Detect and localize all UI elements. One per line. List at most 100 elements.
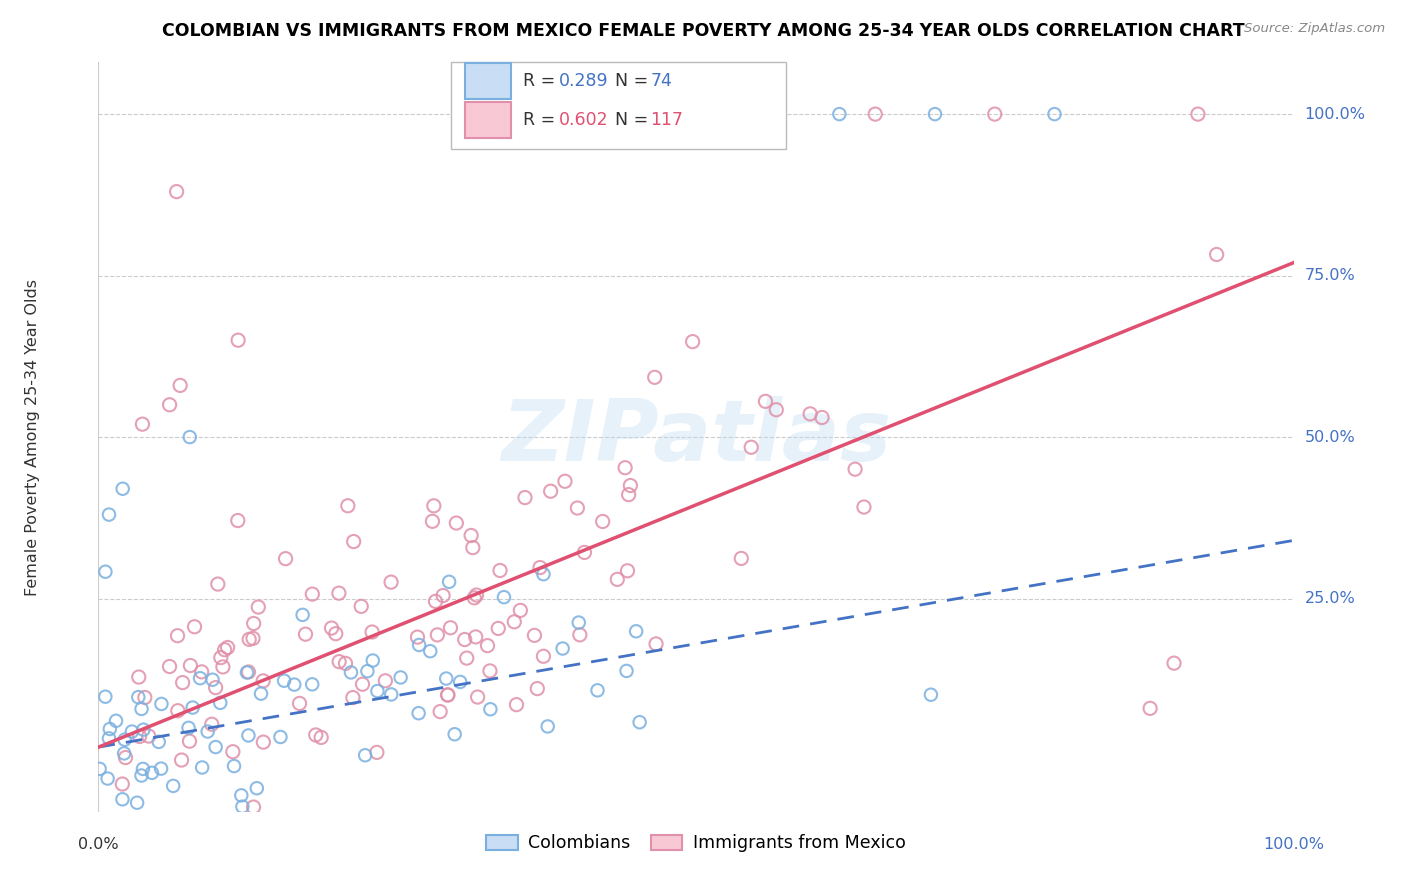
- Point: [217, 640, 239, 655]
- Point: [238, 728, 260, 742]
- FancyBboxPatch shape: [465, 62, 510, 99]
- Point: [685, 107, 707, 121]
- Point: [177, 721, 200, 735]
- Text: COLOMBIAN VS IMMIGRANTS FROM MEXICO FEMALE POVERTY AMONG 25-34 YEAR OLDS CORRELA: COLOMBIAN VS IMMIGRANTS FROM MEXICO FEMA…: [162, 22, 1244, 40]
- Point: [128, 670, 150, 684]
- Point: [301, 587, 323, 601]
- Legend: Colombians, Immigrants from Mexico: Colombians, Immigrants from Mexico: [479, 828, 912, 859]
- Point: [419, 644, 441, 658]
- Point: [131, 702, 153, 716]
- Point: [460, 528, 482, 542]
- Point: [197, 724, 219, 739]
- Point: [112, 747, 135, 761]
- Point: [246, 781, 269, 796]
- Point: [252, 673, 274, 688]
- Point: [288, 697, 311, 711]
- Point: [533, 649, 555, 664]
- Point: [567, 501, 589, 516]
- Point: [207, 577, 229, 591]
- Point: [644, 370, 666, 384]
- Point: [479, 702, 502, 716]
- Point: [242, 632, 264, 646]
- Point: [523, 628, 546, 642]
- Point: [190, 665, 212, 679]
- FancyBboxPatch shape: [465, 103, 510, 138]
- Text: 0.602: 0.602: [558, 112, 609, 129]
- Point: [1205, 247, 1227, 261]
- Point: [209, 650, 232, 665]
- Point: [366, 684, 388, 698]
- Point: [111, 792, 134, 806]
- Point: [269, 730, 291, 744]
- Point: [252, 735, 274, 749]
- Text: 100.0%: 100.0%: [1263, 837, 1324, 852]
- Point: [389, 670, 412, 684]
- Point: [111, 777, 134, 791]
- Point: [132, 762, 155, 776]
- Point: [97, 772, 120, 786]
- Point: [273, 673, 295, 688]
- Point: [131, 417, 153, 432]
- Point: [799, 407, 821, 421]
- Point: [294, 627, 316, 641]
- Point: [94, 565, 117, 579]
- Point: [437, 688, 460, 702]
- Point: [89, 762, 111, 776]
- Point: [328, 655, 350, 669]
- Point: [105, 714, 128, 728]
- Point: [179, 658, 201, 673]
- Point: [486, 622, 509, 636]
- Point: [128, 730, 150, 744]
- Point: [586, 683, 609, 698]
- Point: [1187, 107, 1209, 121]
- Text: R =: R =: [523, 112, 561, 129]
- Point: [920, 688, 942, 702]
- Point: [150, 762, 173, 776]
- Point: [226, 333, 249, 347]
- Point: [645, 637, 668, 651]
- Point: [443, 727, 465, 741]
- Point: [231, 789, 253, 803]
- Point: [554, 475, 576, 489]
- Point: [828, 107, 851, 121]
- Point: [231, 799, 253, 814]
- Point: [467, 690, 489, 704]
- Point: [380, 687, 402, 701]
- Point: [301, 677, 323, 691]
- Point: [183, 620, 205, 634]
- Point: [111, 482, 134, 496]
- Point: [740, 440, 762, 454]
- Text: 0.0%: 0.0%: [79, 837, 118, 852]
- Point: [309, 731, 332, 745]
- Point: [429, 705, 451, 719]
- Point: [380, 575, 402, 590]
- Point: [212, 660, 235, 674]
- Point: [214, 642, 236, 657]
- Point: [150, 697, 173, 711]
- Text: 0.289: 0.289: [558, 71, 609, 90]
- Text: N =: N =: [614, 71, 654, 90]
- Point: [342, 690, 364, 705]
- Point: [509, 603, 531, 617]
- Point: [568, 615, 591, 630]
- Point: [432, 589, 454, 603]
- Point: [222, 745, 245, 759]
- Point: [730, 551, 752, 566]
- Text: 100.0%: 100.0%: [1305, 107, 1365, 121]
- Point: [551, 641, 574, 656]
- Point: [628, 715, 651, 730]
- Point: [924, 107, 946, 121]
- Point: [406, 630, 429, 644]
- Point: [138, 729, 160, 743]
- Point: [754, 394, 776, 409]
- Point: [291, 607, 314, 622]
- Point: [1139, 701, 1161, 715]
- Point: [461, 541, 484, 555]
- Point: [408, 638, 430, 652]
- Point: [242, 800, 264, 814]
- Point: [568, 628, 591, 642]
- Point: [166, 185, 188, 199]
- Point: [172, 675, 194, 690]
- Point: [188, 671, 211, 685]
- Point: [170, 753, 193, 767]
